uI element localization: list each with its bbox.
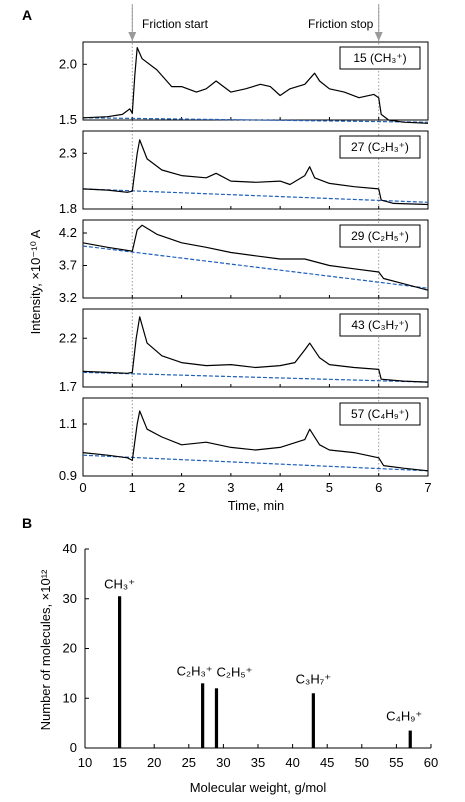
subplot-frame: [82, 397, 429, 477]
ion-label: 43 (C₃H₇⁺): [351, 318, 408, 332]
panel-b-x-axis-title: Molecular weight, g/mol: [190, 780, 327, 795]
x-tick-label: 55: [389, 755, 403, 770]
panel-b-y-axis-title: Number of molecules, ×10¹²: [38, 569, 53, 730]
y-tick-label: 4.2: [59, 225, 77, 240]
bar: [118, 596, 122, 748]
subplot-3: 3.2 3.7 4.2 29 (C₂H₅⁺): [59, 219, 429, 305]
y-tick-label: 40: [63, 541, 77, 556]
annotation-friction-stop: Friction stop: [308, 17, 374, 31]
y-tick-label: 10: [63, 690, 77, 705]
x-tick-label: 5: [326, 480, 333, 495]
x-tick-label: 60: [424, 755, 438, 770]
signal-line: [82, 410, 429, 472]
bar: [408, 730, 412, 748]
ion-label-box: [339, 135, 421, 159]
subplot-frame: [82, 308, 429, 388]
ion-label-box: [339, 402, 421, 426]
panel-a: A Friction start Friction stop 1.5 2.0 15 …: [22, 4, 432, 513]
x-tick-label: 40: [285, 755, 299, 770]
panel-a-x-axis: 0 1 2 3 4 5 6 7: [79, 480, 431, 495]
signal-line: [82, 46, 429, 124]
signal-line: [82, 139, 429, 206]
x-tick-label: 1: [129, 480, 136, 495]
x-tick-label: 25: [182, 755, 196, 770]
ion-label: 57 (C₄H₉⁺): [351, 407, 409, 421]
bar: [201, 683, 205, 748]
y-tick-label: 20: [63, 641, 77, 656]
bar-label: CH₃⁺: [104, 576, 135, 591]
baseline-line: [82, 245, 429, 289]
y-tick-label: 1.1: [59, 416, 77, 431]
y-tick-label: 2.3: [59, 145, 77, 160]
subplot-frame: [82, 41, 429, 121]
y-tick-label: 1.8: [59, 201, 77, 216]
x-tick-label: 20: [147, 755, 161, 770]
y-tick-label: 30: [63, 591, 77, 606]
panel-a-x-axis-title: Time, min: [228, 498, 285, 513]
signal-line: [82, 316, 429, 383]
x-tick-label: 35: [251, 755, 265, 770]
x-tick-label: 3: [227, 480, 234, 495]
y-tick-label: 1.5: [59, 112, 77, 127]
baseline-line: [82, 371, 429, 383]
x-tick-label: 10: [78, 755, 92, 770]
bar: [311, 693, 315, 748]
ion-label-box: [339, 313, 421, 337]
x-tick-label: 50: [355, 755, 369, 770]
x-tick-label: 0: [79, 480, 86, 495]
y-tick-label: 2.0: [59, 56, 77, 71]
y-tick-label: 3.7: [59, 258, 77, 273]
x-tick-label: 4: [277, 480, 284, 495]
subplot-2: 1.8 2.3 27 (C₂H₃⁺): [59, 130, 429, 216]
panel-b-letter: B: [22, 515, 32, 531]
panel-a-y-axis-title: Intensity, ×10⁻¹⁰ A: [28, 229, 43, 334]
x-tick-label: 2: [178, 480, 185, 495]
subplot-frame: [82, 130, 429, 210]
baseline-line: [82, 454, 429, 472]
x-tick-label: 6: [375, 480, 382, 495]
y-tick-label: 1.7: [59, 379, 77, 394]
x-tick-label: 15: [112, 755, 126, 770]
ion-label: 27 (C₂H₃⁺): [351, 140, 409, 154]
bar-label: C₃H₇⁺: [296, 671, 331, 686]
subplot-4: 1.7 2.2 43 (C₃H₇⁺): [59, 308, 429, 394]
marker-arrowhead: [128, 32, 137, 41]
ion-label-box: [339, 224, 421, 248]
bar-label: C₂H₅⁺: [217, 664, 253, 679]
bar: [214, 688, 219, 748]
signal-line: [82, 224, 429, 291]
x-tick-label: 7: [424, 480, 431, 495]
subplot-5: 0.9 1.1 57 (C₄H₉⁺): [59, 397, 429, 483]
subplots: 1.5 2.0 15 (CH₃⁺) 1.8 2.3 27 (C₂H₃⁺) 3.2 3.7 4.2…: [59, 41, 429, 483]
y-tick-label: 2.2: [59, 330, 77, 345]
ion-label-box: [339, 46, 421, 70]
panel-a-letter: A: [22, 7, 32, 23]
bar-label: C₄H₉⁺: [386, 709, 422, 724]
y-tick-label: 3.2: [59, 290, 77, 305]
bar-label: C₂H₃⁺: [177, 663, 213, 678]
ion-label: 29 (C₂H₅⁺): [351, 229, 409, 243]
y-tick-label: 0.9: [59, 468, 77, 483]
annotation-friction-start: Friction start: [142, 17, 209, 31]
x-tick-label: 45: [320, 755, 334, 770]
ion-label: 15 (CH₃⁺): [353, 51, 406, 65]
y-tick-label: 0: [70, 740, 77, 755]
x-tick-label: 30: [216, 755, 230, 770]
marker-arrowhead: [374, 32, 383, 41]
baseline-line: [82, 117, 429, 123]
subplot-1: 1.5 2.0 15 (CH₃⁺): [59, 41, 429, 127]
baseline-line: [82, 188, 429, 203]
subplot-frame: [82, 219, 429, 299]
